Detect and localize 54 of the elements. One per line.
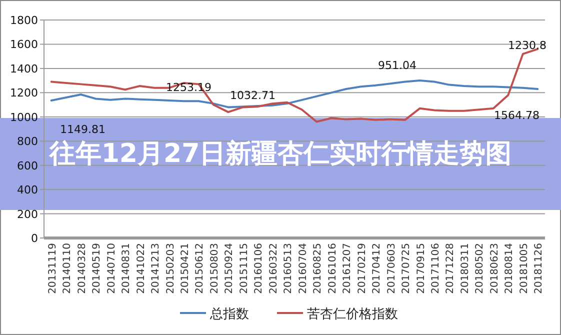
line-series bbox=[50, 48, 539, 123]
legend-label: 苦杏仁价格指数 bbox=[307, 307, 398, 322]
x-tick-label: 20140831 bbox=[121, 243, 132, 294]
x-tick-label: 20150924 bbox=[224, 243, 236, 294]
x-tick-label: 20160704 bbox=[298, 243, 309, 294]
annotation: 1230.8 bbox=[508, 39, 546, 52]
x-tick-label: 20150421 bbox=[180, 243, 191, 294]
y-tick-label: 800 bbox=[17, 135, 38, 148]
x-tick-label: 20140710 bbox=[106, 243, 118, 294]
x-tick-label: 20150612 bbox=[194, 243, 206, 294]
x-tick-label: 20180502 bbox=[474, 243, 486, 294]
y-tick-label: 1800 bbox=[10, 14, 38, 27]
annotation: 1564.78 bbox=[494, 109, 540, 122]
x-tick-label: 20181005 bbox=[518, 243, 530, 294]
annotation: 1149.81 bbox=[60, 123, 106, 136]
y-tick-label: 1000 bbox=[10, 110, 38, 124]
x-tick-label: 20140110 bbox=[62, 243, 74, 294]
x-tick-label: 20141213 bbox=[150, 243, 162, 294]
x-tick-label: 20150803 bbox=[209, 243, 220, 294]
x-tick-label: 20140328 bbox=[76, 243, 88, 294]
y-tick-label: 600 bbox=[17, 159, 38, 172]
y-tick-label: 400 bbox=[17, 184, 38, 197]
x-tick-label: 20161207 bbox=[342, 243, 354, 294]
line-series bbox=[50, 80, 539, 108]
legend-label: 总指数 bbox=[209, 307, 249, 322]
annotation: 1032.71 bbox=[230, 89, 276, 102]
x-tick-label: 20170219 bbox=[356, 243, 368, 294]
x-tick-label: 20180623 bbox=[489, 243, 500, 294]
x-tick-label: 20151115 bbox=[238, 243, 250, 294]
x-tick-label: 20180311 bbox=[460, 243, 471, 294]
x-tick-label: 20160825 bbox=[312, 243, 324, 294]
x-tick-label: 20160322 bbox=[268, 243, 280, 294]
y-tick-label: 1200 bbox=[10, 86, 38, 100]
x-tick-label: 20171106 bbox=[430, 243, 442, 294]
x-tick-label: 20170725 bbox=[401, 243, 412, 294]
x-tick-label: 20170603 bbox=[386, 243, 398, 294]
x-tick-label: 20131119 bbox=[47, 243, 58, 294]
x-tick-label: 20141022 bbox=[136, 243, 147, 294]
x-tick-label: 20160513 bbox=[283, 243, 294, 294]
x-tick-label: 20161016 bbox=[327, 243, 338, 294]
y-tick-label: 1400 bbox=[10, 62, 38, 76]
x-tick-label: 20170915 bbox=[416, 243, 427, 294]
x-tick-label: 20180814 bbox=[504, 243, 516, 294]
y-tick-label: 1600 bbox=[10, 38, 38, 52]
annotation: 951.04 bbox=[378, 59, 416, 72]
x-tick-label: 20150203 bbox=[165, 243, 176, 294]
x-tick-label: 20160106 bbox=[254, 243, 265, 294]
text: 往年12月27日新疆杏仁实时行情走势图 bbox=[48, 139, 512, 169]
y-tick-label: 200 bbox=[17, 208, 38, 221]
x-tick-label: 20140519 bbox=[92, 243, 103, 294]
x-tick-label: 20170412 bbox=[372, 243, 383, 294]
x-tick-label: 20171228 bbox=[445, 243, 456, 294]
y-tick-label: 0 bbox=[31, 232, 38, 245]
x-tick-label: 20181126 bbox=[534, 243, 545, 294]
